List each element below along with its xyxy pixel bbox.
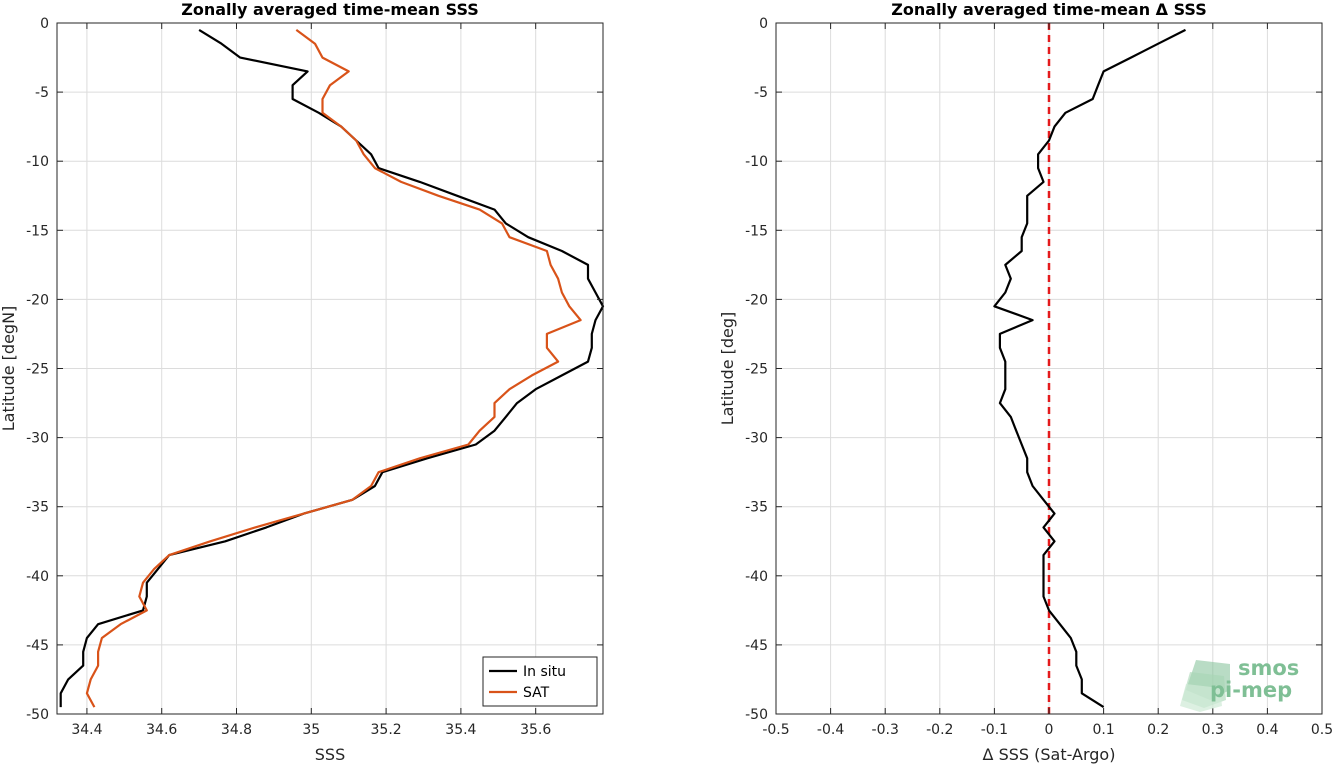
- y-tick-label: -20: [745, 292, 768, 308]
- chart-title: Zonally averaged time-mean Δ SSS: [891, 0, 1207, 19]
- y-tick-label: -30: [745, 431, 768, 447]
- y-tick-label: -45: [745, 638, 768, 654]
- logo-line2: pi-mep: [1210, 678, 1292, 702]
- x-tick-label: 34.8: [221, 722, 252, 738]
- y-tick-label: -40: [26, 569, 49, 585]
- smos-pi-mep-logo: smos pi-mep: [1180, 656, 1299, 712]
- y-tick-label: -10: [745, 154, 768, 170]
- legend-box: [482, 656, 598, 707]
- y-axis-label: Latitude [deg]: [718, 312, 737, 426]
- y-tick-label: 0: [759, 16, 768, 32]
- x-tick-label: 0.4: [1256, 722, 1278, 738]
- x-tick-label: 0: [1045, 722, 1054, 738]
- legend-label: In situ: [523, 664, 566, 680]
- x-tick-label: 35.6: [520, 722, 551, 738]
- legend: In situ SAT: [482, 656, 598, 707]
- y-axis-label: Latitude [degN]: [0, 306, 18, 432]
- y-tick-label: 0: [40, 16, 49, 32]
- wave-logo-icon: [1180, 660, 1230, 712]
- y-tick-label: -15: [26, 223, 49, 239]
- x-tick-label: 35.4: [445, 722, 476, 738]
- x-tick-label: -0.4: [817, 722, 844, 738]
- x-tick-label: 35.2: [371, 722, 402, 738]
- sss-panel: 34.4 34.6 34.8 35 35.2 35.4 35.6 0 -5 -10 -15 -20 -2…: [0, 0, 605, 764]
- y-tick-label: -10: [26, 154, 49, 170]
- x-tick-label: 0.5: [1311, 722, 1333, 738]
- series-line-delta-sss: [993, 28, 1186, 709]
- x-axis-label: SSS: [315, 745, 345, 764]
- y-tick-label: -20: [26, 292, 49, 308]
- x-tick-label: 34.6: [146, 722, 177, 738]
- x-tick-label: 34.4: [71, 722, 102, 738]
- y-tick-label: -50: [745, 707, 768, 723]
- x-tick-label: -0.3: [872, 722, 899, 738]
- y-tick-label: -35: [26, 500, 49, 516]
- y-tick-label: -25: [26, 362, 49, 378]
- x-tick-label: -0.1: [981, 722, 1008, 738]
- y-tick-label: -35: [745, 500, 768, 516]
- x-tick-label: 35: [302, 722, 320, 738]
- logo-line1: smos: [1238, 656, 1299, 680]
- series-line-sat: [85, 29, 582, 708]
- x-tick-label: 0.1: [1092, 722, 1114, 738]
- legend-label: SAT: [523, 685, 550, 701]
- x-tick-label: 0.3: [1202, 722, 1224, 738]
- y-tick-label: -45: [26, 638, 49, 654]
- x-tick-label: 0.2: [1147, 722, 1169, 738]
- y-tick-label: -15: [745, 223, 768, 239]
- delta-sss-panel: -0.5 -0.4 -0.3 -0.2 -0.1 0 0.1 0.2 0.3 0.4 0.5 0 -5 -…: [718, 0, 1333, 764]
- y-tick-label: -50: [26, 707, 49, 723]
- y-tick-label: -5: [35, 85, 49, 101]
- chart-title: Zonally averaged time-mean SSS: [181, 0, 479, 19]
- y-tick-label: -25: [745, 362, 768, 378]
- x-tick-label: -0.5: [762, 722, 789, 738]
- y-tick-label: -40: [745, 569, 768, 585]
- y-tick-label: -30: [26, 431, 49, 447]
- x-axis-label: Δ SSS (Sat-Argo): [983, 745, 1116, 764]
- x-tick-label: -0.2: [926, 722, 953, 738]
- y-tick-label: -5: [754, 85, 768, 101]
